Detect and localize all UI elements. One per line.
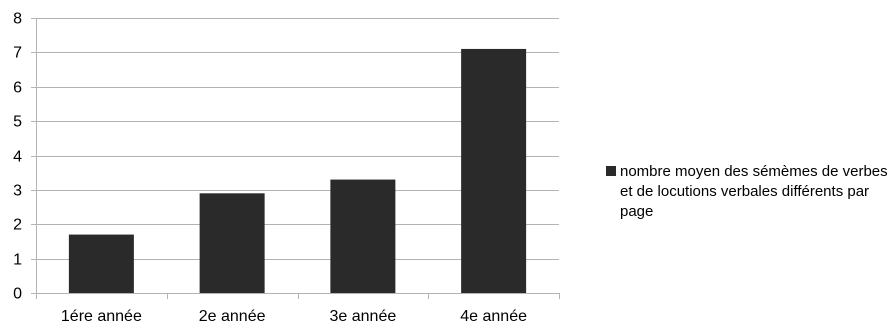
bar <box>68 234 134 293</box>
y-tick-label: 5 <box>13 114 22 131</box>
axes <box>36 18 559 299</box>
y-axis-ticks: 0 1 2 3 4 5 6 7 8 <box>13 11 36 303</box>
x-tick-label: 4e année <box>460 308 527 325</box>
legend: nombre moyen des sémèmes de verbes et de… <box>606 162 894 222</box>
y-tick-label: 1 <box>13 252 22 269</box>
x-axis-ticks: 1ére année 2e année 3e année 4e année <box>36 293 560 325</box>
y-tick-label: 8 <box>13 11 22 28</box>
bar <box>199 193 265 293</box>
y-tick-label: 0 <box>13 286 22 303</box>
x-tick-label: 3e année <box>330 308 397 325</box>
bar-chart: 0 1 2 3 4 5 6 7 8 1ére année 2e année 3e année 4e a… <box>13 11 560 325</box>
x-tick-label: 2e année <box>199 308 266 325</box>
legend-swatch <box>606 166 616 176</box>
legend-label: nombre moyen des sémèmes de verbes et de… <box>620 163 888 220</box>
y-tick-label: 2 <box>13 217 22 234</box>
x-tick-label: 1ére année <box>61 308 142 325</box>
y-tick-label: 3 <box>13 183 22 200</box>
y-tick-label: 6 <box>13 80 22 97</box>
y-tick-label: 4 <box>13 149 22 166</box>
bar <box>461 48 527 293</box>
bars <box>68 48 527 293</box>
y-tick-label: 7 <box>13 45 22 62</box>
bar <box>330 179 396 293</box>
